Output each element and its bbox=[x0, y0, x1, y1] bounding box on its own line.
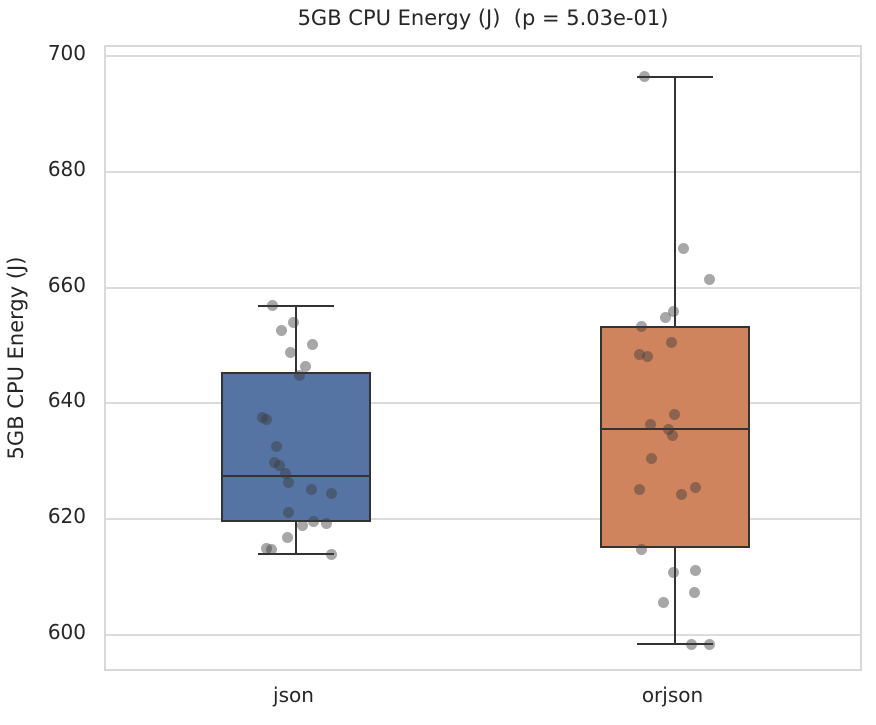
gridline bbox=[106, 633, 860, 636]
strip-point bbox=[294, 370, 305, 382]
gridline bbox=[106, 402, 860, 405]
strip-point bbox=[257, 412, 268, 424]
chart-title: 5GB CPU Energy (J) (p = 5.03e-01) bbox=[297, 6, 669, 30]
y-tick-label: 600 bbox=[47, 619, 86, 644]
strip-point bbox=[308, 516, 319, 528]
box-json bbox=[220, 372, 371, 522]
strip-point bbox=[306, 483, 317, 495]
strip-point bbox=[668, 305, 679, 317]
y-tick-label: 620 bbox=[47, 504, 86, 529]
median-line-orjson bbox=[601, 427, 748, 430]
whisker-cap-upper bbox=[636, 75, 713, 78]
strip-point bbox=[267, 300, 278, 312]
strip-point bbox=[280, 467, 291, 479]
strip-point bbox=[261, 414, 272, 426]
box-orjson bbox=[599, 325, 750, 549]
whisker-lower bbox=[673, 548, 676, 645]
strip-point bbox=[634, 483, 645, 495]
strip-point bbox=[285, 346, 296, 358]
strip-point bbox=[271, 441, 282, 453]
gridline bbox=[106, 518, 860, 521]
x-tick-label-json: json bbox=[273, 683, 314, 707]
strip-point bbox=[326, 548, 337, 560]
strip-point bbox=[274, 460, 285, 472]
gridline bbox=[106, 170, 860, 173]
strip-point bbox=[283, 507, 294, 519]
y-tick-label: 640 bbox=[47, 388, 86, 413]
plot-area bbox=[104, 45, 862, 671]
whisker-upper bbox=[673, 76, 676, 326]
whisker-lower bbox=[294, 521, 297, 554]
strip-point bbox=[634, 348, 645, 360]
x-tick-label-orjson: orjson bbox=[641, 683, 704, 707]
strip-point bbox=[668, 567, 679, 579]
strip-point bbox=[646, 453, 657, 465]
strip-point bbox=[636, 543, 647, 555]
y-tick-label: 680 bbox=[47, 156, 86, 181]
strip-point bbox=[704, 273, 715, 285]
strip-point bbox=[297, 519, 308, 531]
strip-point bbox=[645, 419, 656, 431]
y-axis-label: 5GB CPU Energy (J) bbox=[4, 256, 28, 460]
strip-point bbox=[667, 429, 678, 441]
strip-point bbox=[686, 639, 697, 651]
strip-point bbox=[658, 596, 669, 608]
strip-point bbox=[276, 324, 287, 336]
strip-point bbox=[690, 481, 701, 493]
strip-point bbox=[282, 531, 293, 543]
strip-point bbox=[689, 586, 700, 598]
strip-point bbox=[326, 487, 337, 499]
whisker-upper bbox=[294, 305, 297, 373]
strip-point bbox=[660, 312, 671, 324]
strip-point bbox=[666, 337, 677, 349]
whisker-cap-lower bbox=[636, 643, 713, 646]
strip-point bbox=[321, 518, 332, 530]
strip-point bbox=[663, 423, 674, 435]
strip-point bbox=[269, 457, 280, 469]
y-tick-label: 660 bbox=[47, 272, 86, 297]
whisker-cap-upper bbox=[257, 304, 334, 307]
strip-point bbox=[307, 339, 318, 351]
strip-point bbox=[261, 543, 272, 555]
strip-point bbox=[690, 565, 701, 577]
strip-point bbox=[636, 320, 647, 332]
gridline bbox=[106, 286, 860, 289]
strip-point bbox=[639, 71, 650, 82]
strip-point bbox=[283, 477, 294, 489]
strip-point bbox=[678, 243, 689, 255]
strip-point bbox=[266, 544, 277, 556]
y-tick-label: 700 bbox=[47, 41, 86, 66]
strip-point bbox=[642, 351, 653, 363]
strip-point bbox=[669, 409, 680, 421]
strip-point bbox=[676, 488, 687, 500]
strip-point bbox=[704, 639, 715, 651]
strip-point bbox=[300, 361, 311, 373]
gridline bbox=[106, 55, 860, 58]
strip-point bbox=[288, 317, 299, 329]
median-line-json bbox=[222, 474, 369, 477]
whisker-cap-lower bbox=[257, 552, 334, 555]
